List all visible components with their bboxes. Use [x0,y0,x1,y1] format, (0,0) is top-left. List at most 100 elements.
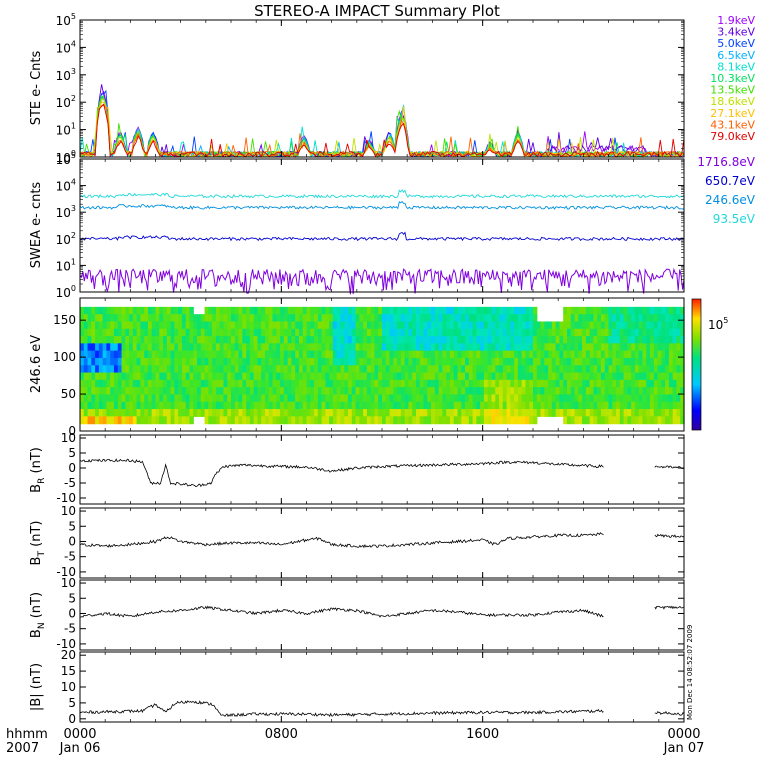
pad-heatmap-cell [189,372,194,381]
pad-heatmap-cell [276,328,281,337]
pad-heatmap-cell [189,379,194,388]
pad-heatmap-cell [219,328,225,337]
pad-heatmap-cell [83,321,89,330]
pad-heatmap-cell [370,350,376,359]
pad-heatmap-cell [623,409,628,417]
pad-heatmap-cell [178,365,183,374]
pad-heatmap-cell [427,350,432,359]
pad-heatmap-cell [147,336,153,344]
pad-heatmap-cell [616,343,621,352]
pad-heatmap-cell [125,387,130,396]
pad-heatmap-cell [147,306,153,315]
pad-heatmap-cell [461,350,466,359]
pad-heatmap-cell [181,409,187,417]
pad-heatmap-cell [514,306,519,315]
pad-heatmap-cell [476,321,481,330]
pad-heatmap-cell [117,343,123,352]
pad-heatmap-cell [555,328,561,337]
pad-heatmap-cell [129,357,134,366]
pad-heatmap-cell [181,394,187,403]
pad-heatmap-cell [585,314,591,323]
pad-heatmap-cell [151,336,157,344]
pad-heatmap-cell [246,314,251,323]
pad-heatmap-cell [276,321,281,330]
pad-heatmap-cell [472,350,477,359]
pad-heatmap-cell [472,387,477,396]
pad-heatmap-cell [155,394,160,403]
pad-heatmap-cell [642,343,647,352]
pad-heatmap-cell [612,321,617,330]
swea-legend-entry: 650.7eV [705,174,756,188]
pad-heatmap-cell [563,387,568,396]
pad-heatmap-cell [181,321,187,330]
pad-heatmap-cell [298,306,304,315]
pad-heatmap-cell [434,328,440,337]
pad-heatmap-cell [476,365,481,374]
pad-heatmap-cell [166,387,172,396]
pad-heatmap-cell [446,365,451,374]
pad-heatmap-cell [608,314,613,323]
pad-heatmap-cell [287,350,293,359]
pad-heatmap-cell [253,372,259,381]
pad-heatmap-cell [238,365,243,374]
pad-heatmap-cell [665,350,670,359]
pad-heatmap-cell [672,394,678,403]
pad-heatmap-cell [506,387,511,396]
pad-heatmap-cell [521,357,527,366]
pad-heatmap-cell [461,357,466,366]
pad-heatmap-cell [132,357,138,366]
pad-heatmap-cell [468,328,474,337]
pad-heatmap-cell [427,328,432,337]
pad-heatmap-cell [608,365,613,374]
pad-heatmap-cell [102,416,108,425]
pad-heatmap-cell [332,314,338,323]
pad-heatmap-cell [280,401,285,410]
pad-heatmap-cell [151,409,157,417]
pad-heatmap-cell [442,416,447,425]
pad-heatmap-cell [234,314,240,323]
pad-heatmap-cell [140,350,145,359]
pad-heatmap-cell [204,379,209,388]
pad-heatmap-cell [461,372,466,381]
pad-heatmap-cell [136,357,142,366]
pad-heatmap-cell [491,336,496,344]
pad-heatmap-cell [415,416,421,425]
pad-heatmap-cell [238,357,243,366]
pad-heatmap-cell [291,409,296,417]
pad-heatmap-cell [589,416,595,425]
pad-heatmap-cell [657,387,662,396]
pad-heatmap-cell [408,387,413,396]
pad-heatmap-cell [631,336,636,344]
pad-heatmap-cell [246,343,251,352]
pad-heatmap-cell [600,357,606,366]
pad-heatmap-cell [653,401,659,410]
pad-heatmap-cell [468,343,474,352]
pad-heatmap-cell [155,350,160,359]
pad-heatmap-cell [159,306,164,315]
pad-heatmap-cell [174,394,179,403]
pad-heatmap-cell [102,328,108,337]
pad-heatmap-cell [385,321,391,330]
pad-heatmap-cell [95,379,100,388]
pad-heatmap-cell [249,409,255,417]
pad-heatmap-cell [461,394,466,403]
pad-heatmap-cell [91,343,96,352]
pad-heatmap-cell [144,387,149,396]
pad-heatmap-cell [574,336,579,344]
pad-heatmap-cell [540,394,545,403]
pad-heatmap-cell [200,394,206,403]
pad-heatmap-cell [551,379,557,388]
pad-heatmap-cell [627,336,632,344]
pad-heatmap-cell [427,343,432,352]
pad-heatmap-cell [242,372,247,381]
pad-heatmap-cell [374,387,379,396]
pad-heatmap-cell [174,409,179,417]
pad-heatmap-cell [136,387,142,396]
pad-heatmap-cell [582,379,587,388]
pad-heatmap-cell [442,357,447,366]
pad-heatmap-cell [434,306,440,315]
pad-heatmap-cell [415,394,421,403]
pad-heatmap-cell [102,343,108,352]
pad-heatmap-cell [487,394,493,403]
pad-heatmap-cell [593,343,598,352]
